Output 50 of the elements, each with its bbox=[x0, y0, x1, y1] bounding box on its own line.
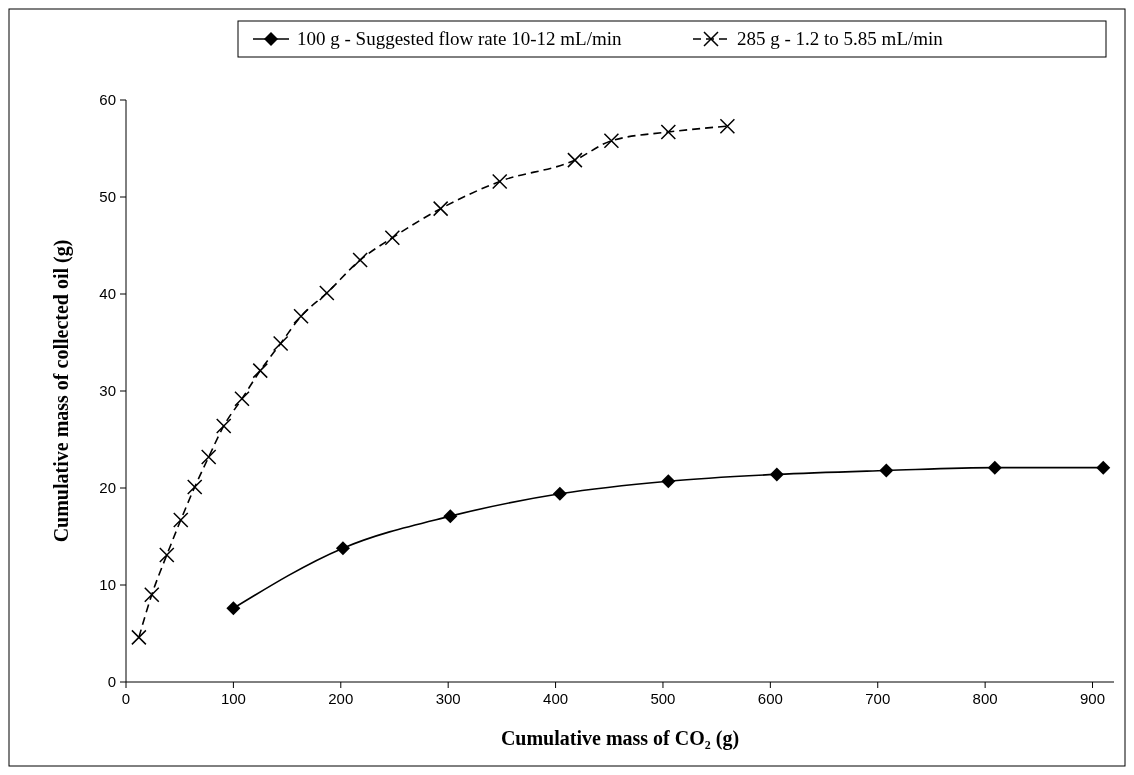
legend-label: 100 g - Suggested flow rate 10-12 mL/min bbox=[297, 28, 623, 49]
x-tick-label: 500 bbox=[650, 690, 676, 707]
point bbox=[491, 173, 508, 190]
point bbox=[719, 118, 736, 134]
point bbox=[384, 229, 401, 246]
point bbox=[567, 152, 583, 168]
point bbox=[1096, 460, 1111, 475]
y-tick-label: 30 bbox=[99, 382, 116, 399]
x-tick-label: 100 bbox=[220, 690, 246, 707]
point bbox=[159, 547, 175, 563]
point bbox=[173, 512, 189, 528]
x-axis-title: Cumulative mass of CO₂ (g) bbox=[500, 727, 740, 750]
point bbox=[200, 449, 217, 465]
y-tick-label: 50 bbox=[99, 188, 116, 205]
point bbox=[234, 391, 250, 407]
y-tick-label: 20 bbox=[99, 479, 116, 496]
point bbox=[319, 285, 335, 301]
point bbox=[293, 308, 309, 325]
point bbox=[443, 509, 458, 524]
x-tick-label: 300 bbox=[435, 690, 461, 707]
point bbox=[660, 124, 677, 140]
legend-label: 285 g - 1.2 to 5.85 mL/min bbox=[737, 28, 944, 49]
x-tick-label: 900 bbox=[1080, 690, 1106, 707]
point bbox=[144, 586, 160, 603]
point bbox=[131, 629, 147, 646]
x-tick-label: 700 bbox=[865, 690, 891, 707]
y-tick-label: 10 bbox=[99, 576, 116, 593]
point bbox=[252, 362, 268, 379]
point bbox=[987, 460, 1002, 475]
x-tick-label: 800 bbox=[972, 690, 998, 707]
point bbox=[335, 541, 350, 556]
point bbox=[879, 463, 894, 478]
point bbox=[352, 252, 368, 268]
point bbox=[552, 486, 567, 501]
point bbox=[226, 601, 241, 616]
y-axis-title: Cumulative mass of collected oil (g) bbox=[50, 239, 73, 543]
point bbox=[603, 132, 620, 149]
point bbox=[661, 474, 676, 489]
x-tick-label: 400 bbox=[543, 690, 569, 707]
point bbox=[432, 200, 449, 217]
x-tick-label: 600 bbox=[757, 690, 783, 707]
x-tick-label: 0 bbox=[121, 690, 131, 707]
y-tick-label: 40 bbox=[99, 285, 116, 302]
x-tick-label: 200 bbox=[328, 690, 354, 707]
y-tick-label: 0 bbox=[107, 673, 116, 690]
point bbox=[215, 418, 232, 434]
y-tick-label: 60 bbox=[99, 91, 116, 108]
point bbox=[272, 335, 289, 352]
point bbox=[769, 467, 784, 482]
point bbox=[186, 479, 203, 495]
